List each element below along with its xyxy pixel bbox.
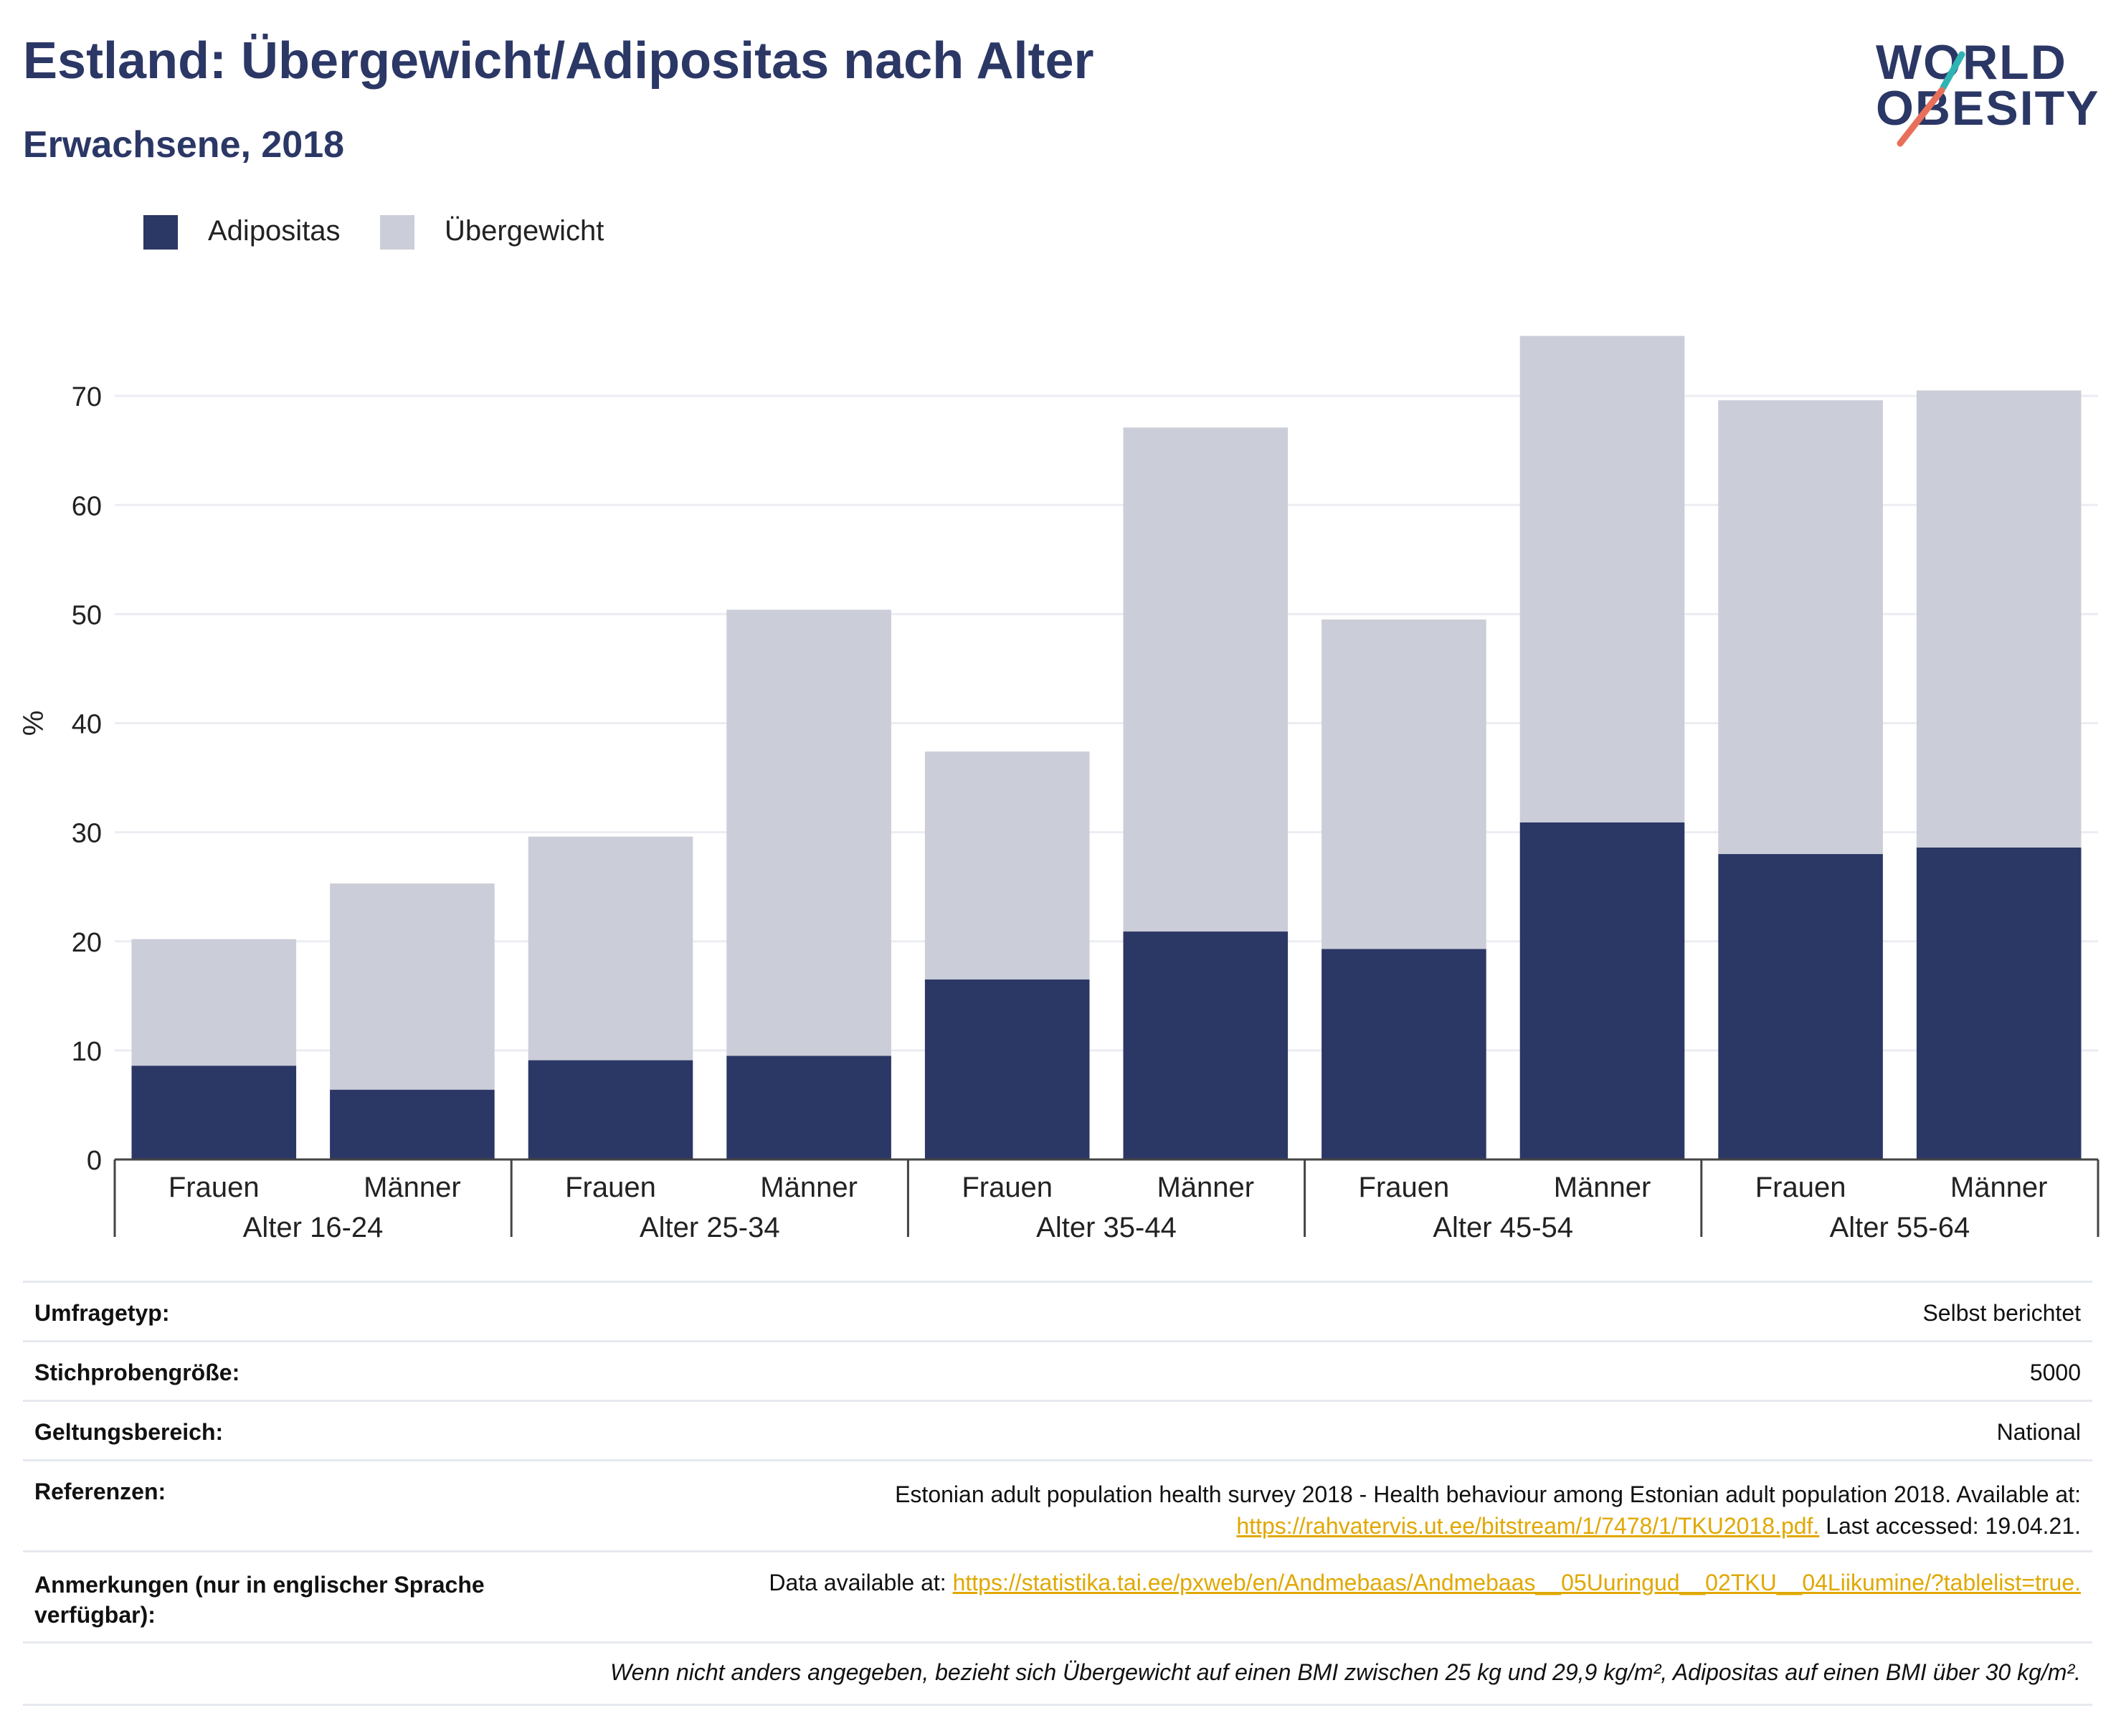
- x-tick-label: Frauen: [1755, 1172, 1846, 1203]
- bar-uebergewicht: [1916, 390, 2082, 848]
- bar-adipositas: [1916, 847, 2082, 1159]
- x-tick-label: Männer: [760, 1172, 858, 1203]
- y-tick-label: 0: [87, 1146, 102, 1176]
- x-tick-label: Frauen: [169, 1172, 260, 1203]
- x-tick-label: Männer: [1554, 1172, 1651, 1203]
- bar-uebergewicht: [1718, 400, 1883, 855]
- legend-swatch-uebergewicht: [380, 215, 414, 250]
- bar-adipositas: [1718, 854, 1883, 1159]
- notes-label-line-2: verfügbar):: [34, 1602, 156, 1628]
- bar-uebergewicht: [1322, 619, 1486, 949]
- y-tick-label: 30: [72, 819, 102, 849]
- x-tick-label: Frauen: [1359, 1172, 1450, 1203]
- legend-swatch-adipositas: [143, 215, 178, 250]
- survey-type-value: Selbst berichtet: [1922, 1300, 2081, 1326]
- bar-adipositas: [726, 1056, 891, 1159]
- y-axis-label: %: [18, 711, 49, 736]
- notes-label: Anmerkungen (nur in englischer Sprache v…: [34, 1570, 485, 1630]
- bar-adipositas: [131, 1066, 297, 1159]
- y-tick-label: 50: [72, 600, 102, 630]
- info-row-survey-type: Umfragetyp: Selbst berichtet: [23, 1281, 2092, 1340]
- survey-type-label: Umfragetyp:: [34, 1300, 170, 1326]
- x-group-label: Alter 35-44: [1036, 1212, 1177, 1243]
- scope-value: National: [1996, 1419, 2081, 1445]
- notes-value: Data available at: https://statistika.ta…: [769, 1570, 2081, 1596]
- references-label: Referenzen:: [34, 1479, 166, 1504]
- scope-label: Geltungsbereich:: [34, 1419, 224, 1445]
- legend-label-uebergewicht: Übergewicht: [445, 215, 604, 247]
- bar-uebergewicht: [131, 939, 297, 1066]
- references-link-line: https://rahvatervis.ut.ee/bitstream/1/74…: [895, 1510, 2081, 1542]
- legend-label-adipositas: Adipositas: [208, 215, 341, 247]
- references-accessed: Last accessed: 19.04.21.: [1819, 1513, 2081, 1539]
- sample-size-label: Stichprobengröße:: [34, 1360, 240, 1385]
- info-row-notes: Anmerkungen (nur in englischer Sprache v…: [23, 1550, 2092, 1641]
- bar-uebergewicht: [1123, 427, 1289, 932]
- notes-link[interactable]: https://statistika.tai.ee/pxweb/en/Andme…: [952, 1570, 2081, 1595]
- bar-adipositas: [924, 979, 1090, 1159]
- info-row-footnote: Wenn nicht anders angegeben, bezieht sic…: [23, 1641, 2092, 1706]
- bar-adipositas: [528, 1060, 693, 1159]
- footnote: Wenn nicht anders angegeben, bezieht sic…: [610, 1659, 2081, 1685]
- x-tick-label: Frauen: [565, 1172, 656, 1203]
- chart-subtitle: Erwachsene, 2018: [23, 124, 345, 166]
- notes-prefix: Data available at:: [769, 1570, 953, 1595]
- logo-word-world: WORLD: [1876, 35, 2067, 90]
- x-tick-label: Männer: [1157, 1172, 1254, 1203]
- stacked-bar-chart: 0 10 20 30 40 50 60 70% Frauen Männer Frauen Männer…: [18, 336, 2099, 1243]
- bar-adipositas: [1519, 822, 1685, 1159]
- x-group-label: Alter 25-34: [640, 1212, 780, 1243]
- y-tick-label: 70: [72, 382, 102, 412]
- sample-size-value: 5000: [2029, 1360, 2081, 1385]
- bar-uebergewicht: [1519, 336, 1685, 822]
- x-tick-label: Männer: [1950, 1172, 2048, 1203]
- y-tick-label: 60: [72, 491, 102, 521]
- y-tick-label: 20: [72, 928, 102, 958]
- x-group-label: Alter 45-54: [1433, 1212, 1573, 1243]
- info-row-sample-size: Stichprobengröße: 5000: [23, 1340, 2092, 1400]
- bar-uebergewicht: [726, 610, 891, 1056]
- logo-slash-icon: [1897, 51, 1965, 147]
- info-row-references: Referenzen: Estonian adult population he…: [23, 1459, 2092, 1550]
- x-group-label: Alter 16-24: [243, 1212, 384, 1243]
- x-tick-label: Männer: [364, 1172, 461, 1203]
- bar-uebergewicht: [924, 751, 1090, 980]
- bar-adipositas: [330, 1089, 495, 1159]
- notes-label-line-1: Anmerkungen (nur in englischer Sprache: [34, 1572, 485, 1598]
- x-group-label: Alter 55-64: [1830, 1212, 1970, 1243]
- x-tick-label: Frauen: [962, 1172, 1053, 1203]
- info-row-scope: Geltungsbereich: National: [23, 1400, 2092, 1459]
- references-text: Estonian adult population health survey …: [895, 1481, 2081, 1507]
- chart-title: Estland: Übergewicht/Adipositas nach Alt…: [23, 32, 1094, 90]
- bar-uebergewicht: [528, 836, 693, 1061]
- world-obesity-logo: WORLD OBESITY: [1864, 29, 2101, 158]
- bar-uebergewicht: [330, 883, 495, 1090]
- references-value: Estonian adult population health survey …: [895, 1479, 2081, 1542]
- info-table: Umfragetyp: Selbst berichtet Stichproben…: [23, 1281, 2092, 1706]
- y-tick-label: 40: [72, 710, 102, 740]
- bar-adipositas: [1322, 949, 1486, 1159]
- references-link[interactable]: https://rahvatervis.ut.ee/bitstream/1/74…: [1236, 1513, 1820, 1539]
- y-tick-label: 10: [72, 1037, 102, 1067]
- bar-adipositas: [1123, 931, 1289, 1159]
